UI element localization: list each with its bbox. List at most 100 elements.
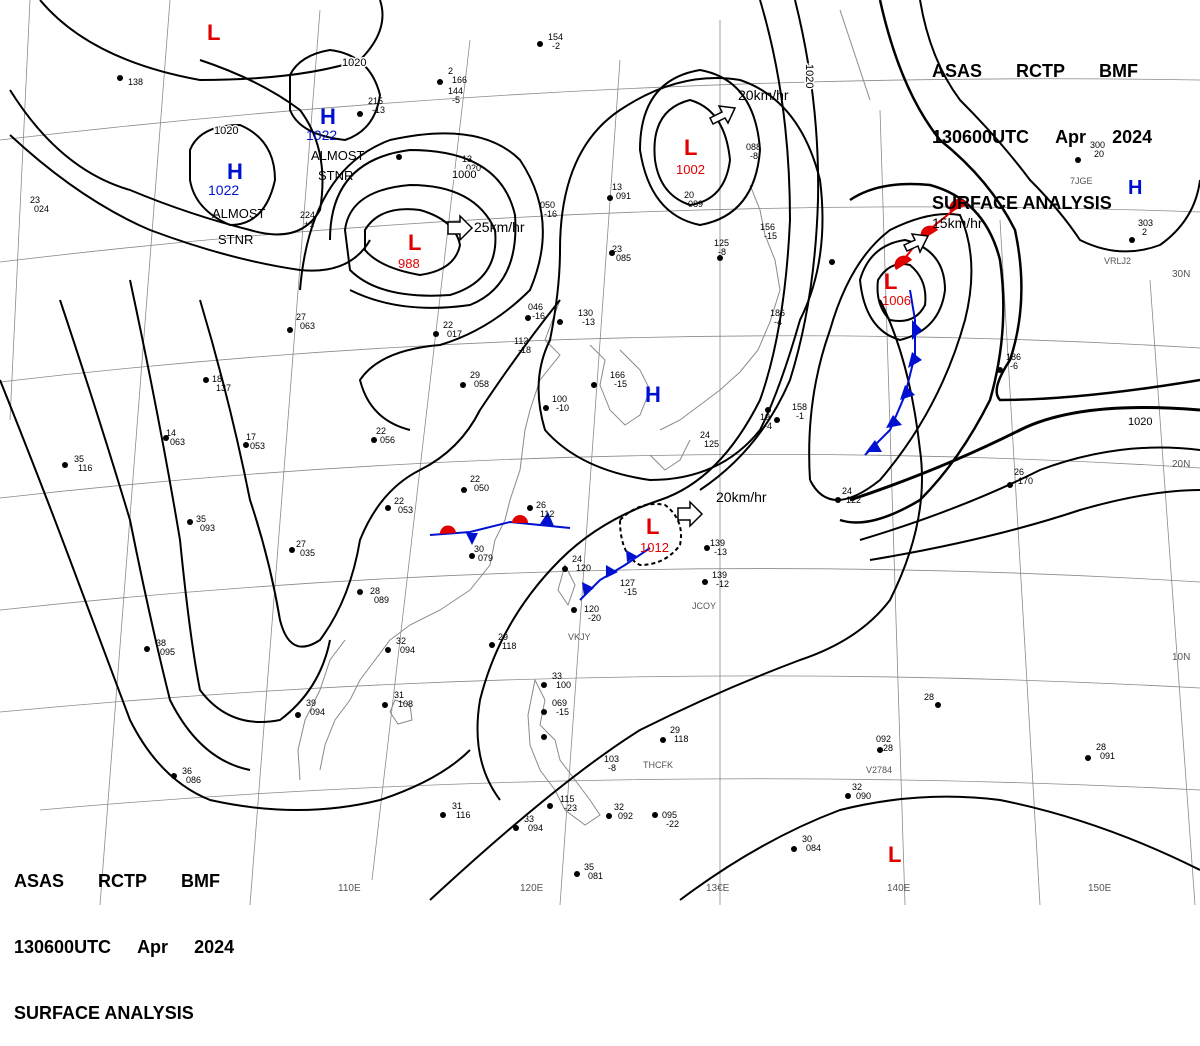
station-value: 2 [448,66,453,76]
station-value: 35 [74,454,84,464]
station-value: 31 [394,690,404,700]
station-value: 138 [128,77,143,87]
station-value: 050 [540,200,555,210]
station-tendency: -28 [880,743,893,753]
station-value: 069 [552,698,567,708]
station-value: 24 [572,554,582,564]
fronts [429,198,968,601]
station-tendency: 116 [78,463,92,473]
station-tendency: 086 [186,775,201,785]
station-value: 112 [514,336,528,346]
station-value: 22 [376,426,386,436]
isobar-label: 1020 [1128,416,1152,428]
station-value: 103 [604,754,619,764]
station-tendency: 095 [160,647,175,657]
station-value: 26 [1014,467,1024,477]
header-year: 2024 [194,937,235,957]
low-center-symbol: L [207,20,220,45]
station-value: 36 [182,766,192,776]
station-value: 30 [474,544,484,554]
station-id: V2784 [866,765,892,775]
station-value: 39 [306,698,316,708]
station-value: 154 [548,32,563,42]
station-tendency: 118 [674,734,688,744]
high-pressure-value: 1022 [306,127,337,143]
lon-label: 150E [1088,883,1112,894]
station-tendency: 058 [474,379,489,389]
station-tendency: 035 [300,548,315,558]
station-tendency: 094 [400,645,415,655]
header-code: BMF [1099,61,1139,81]
high-center-symbol: H [1128,177,1142,199]
station-value: 33 [524,814,534,824]
note-text: STNR [318,168,353,183]
station-id: VRLJ2 [1104,256,1131,266]
station-tendency: -15 [614,379,627,389]
header-month: Apr [137,937,169,957]
station-value: 100 [552,394,567,404]
station-value: 29 [470,370,480,380]
header-title: SURFACE ANALYSIS [932,193,1112,213]
station-tendency: 079 [478,553,493,563]
station-value: 23 [612,244,622,254]
station-value: 156 [760,222,775,232]
station-tendency: 050 [474,483,489,493]
station-value: 092 [876,734,891,744]
station-tendency: -5 [452,95,460,105]
station-value: 14 [166,428,176,438]
low-center-symbol: L [408,230,421,255]
station-tendency: 017 [447,329,462,339]
station-value: 166 [610,370,625,380]
header-code: BMF [181,871,221,891]
station-tendency: -18 [518,345,531,355]
header-title: SURFACE ANALYSIS [14,1003,194,1023]
station-value: 28 [1096,742,1106,752]
isobar-label: 1020 [214,125,238,137]
isobar-label: 1020 [342,57,366,69]
high-center-symbol: H [320,104,336,129]
high-center-symbol: H [645,382,661,407]
motion-labels: 25km/hr 20km/hr 15km/hr 20km/hr [474,87,983,505]
header-year: 2024 [1112,127,1153,147]
station-tendency: -8 [750,151,758,161]
station-value: 28 [924,692,934,702]
station-tendency: 020 [466,163,481,173]
station-tendency: -22 [666,819,679,829]
station-tendency: -15 [624,587,637,597]
header-station: RCTP [1016,61,1066,81]
isobars [0,0,1200,901]
station-tendency: 170 [1018,476,1033,486]
station-value: 17 [246,432,256,442]
isobar-labels: 1020 1020 1000 1020 1020 [213,56,1154,430]
header-product: ASAS [14,871,65,891]
low-pressure-value: 988 [398,256,420,271]
station-tendency: 089 [688,199,703,209]
station-tendency: -12 [716,579,729,589]
station-value: 30 [802,834,812,844]
low-pressure-value: 1002 [676,162,705,177]
station-value: 127 [620,578,635,588]
station-tendency: 091 [1100,751,1115,761]
station-value: 20 [684,190,694,200]
station-value: 29 [498,632,508,642]
motion-arrows [447,105,930,528]
motion-label: 20km/hr [716,489,767,505]
station-tendency: 20 [1094,149,1104,159]
high-center-symbol: H [227,159,243,184]
station-value: 144 [448,86,463,96]
station-tendency: -13 [582,317,595,327]
station-value: 130 [578,308,593,318]
lon-label: 120E [520,883,544,894]
station-tendency: -16 [532,311,545,321]
station-id: THCFK [643,760,673,770]
station-tendency: 093 [200,523,215,533]
header-time: 130600UTC [14,937,112,957]
station-tendency: 081 [588,871,603,881]
low-center-symbol: L [888,842,901,867]
header-product: ASAS [932,61,983,81]
station-value: 22 [394,496,404,506]
station-tendency: 084 [806,843,821,853]
station-value: 088 [746,142,761,152]
station-tendency: -13 [372,105,385,115]
low-center-symbol: L [646,514,659,539]
